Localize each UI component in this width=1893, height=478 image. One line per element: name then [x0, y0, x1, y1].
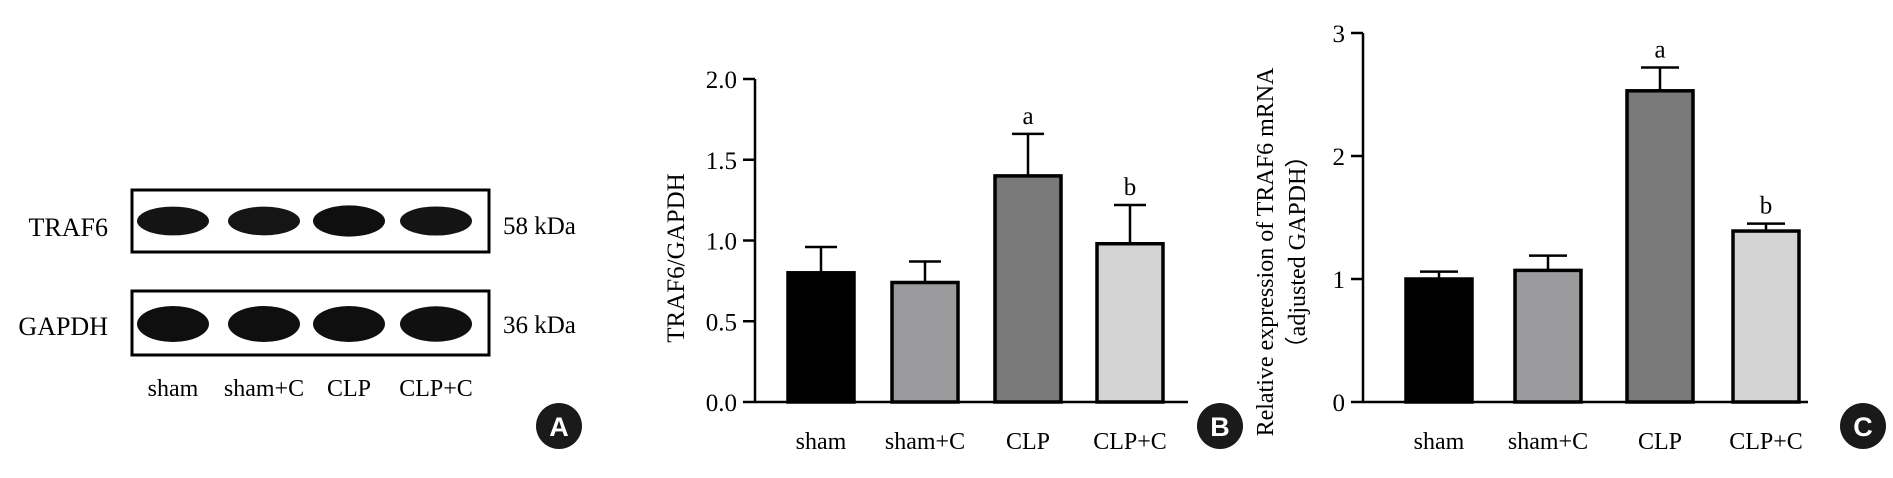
band-gapdh-sham-c: [228, 306, 300, 342]
panel-b-badge: [1197, 403, 1243, 449]
band-traf6-clp-c: [400, 206, 472, 236]
chart-b-x-label-sham-c: sham+C: [885, 429, 965, 455]
chart-b-bar-clp: [993, 174, 1063, 404]
chart-b-ylabel: TRAF6/GAPDH: [663, 173, 690, 342]
chart-b-y-tick-label: 2.0: [706, 67, 737, 94]
chart-b-x-label-sham: sham: [796, 429, 847, 455]
chart-c-annotation-clp: a: [1654, 36, 1665, 63]
lane-label-clp-c: CLP+C: [399, 376, 473, 402]
chart-b-annotations: ab: [1022, 103, 1136, 201]
band-gapdh-sham: [137, 306, 209, 342]
chart-c-bar-sham-c: [1513, 268, 1583, 404]
chart-b-x-label-clp-c: CLP+C: [1093, 429, 1167, 455]
chart-c-x-label-clp: CLP: [1638, 429, 1682, 455]
chart-b-y-ticks: 0.0 0.5 1.0 1.5 2.0: [706, 67, 755, 417]
lane-label-sham-c: sham+C: [224, 376, 304, 402]
chart-c-y-ticks: 0 1 2 3: [1333, 21, 1363, 417]
lane-label-clp: CLP: [327, 376, 371, 402]
panel-a-western-blot: TRAF6 58 kDa GAPDH 36 kDa sham sham+C CL…: [18, 188, 582, 449]
band-traf6-sham-c: [228, 206, 300, 236]
chart-b-bar-clp-c: [1095, 241, 1165, 404]
chart-c-annotations: ab: [1654, 36, 1772, 219]
chart-b-bars: [786, 132, 1165, 404]
chart-c-y-tick-label: 2: [1333, 144, 1346, 171]
panel-c-badge: [1840, 403, 1886, 449]
chart-c-bars: [1404, 66, 1801, 404]
bands-traf6: [137, 205, 472, 237]
band-gapdh-clp: [313, 306, 385, 342]
chart-c-y-tick-label: 3: [1333, 21, 1346, 48]
bands-gapdh: [137, 306, 472, 342]
chart-b-y-tick-label: 1.0: [706, 229, 737, 256]
band-label-gapdh: GAPDH: [18, 312, 108, 341]
chart-b-bar-sham: [786, 271, 856, 404]
chart-c-ylabel: Relative expression of TRAF6 mRNA: [1253, 67, 1279, 437]
chart-b-annotation-clp: a: [1022, 103, 1033, 130]
chart-b-y-tick-label: 0.0: [706, 390, 737, 417]
band-traf6-clp: [313, 205, 385, 237]
chart-c-bar-clp: [1625, 89, 1695, 404]
panel-c-chart: Relative expression of TRAF6 mRNA （adjus…: [1253, 21, 1886, 455]
panel-a-badge-letter: A: [549, 412, 569, 442]
chart-c-annotation-clp-c: b: [1760, 193, 1773, 220]
chart-c-ylabel-secondary: （adjusted GAPDH）: [1285, 144, 1311, 361]
chart-c-y-tick-label: 1: [1333, 267, 1346, 294]
panel-b-chart: TRAF6/GAPDH 0.00.51.01.52.0 ab sham sham+…: [663, 67, 1243, 455]
band-traf6-sham: [137, 206, 209, 236]
chart-b-y-tick-label: 1.5: [706, 148, 737, 175]
chart-b-x-label-clp: CLP: [1006, 429, 1050, 455]
chart-c-y-tick-label: 0: [1333, 390, 1346, 417]
chart-c-x-label-sham: sham: [1414, 429, 1465, 455]
chart-c-x-label-clp-c: CLP+C: [1729, 429, 1803, 455]
panel-c-badge-letter: C: [1853, 412, 1873, 442]
chart-b-annotation-clp-c: b: [1124, 174, 1137, 201]
panel-b-badge-letter: B: [1210, 412, 1230, 442]
chart-c-x-labels: sham sham+C CLP CLP+C: [1414, 429, 1803, 455]
band-kda-traf6: 58 kDa: [503, 213, 576, 240]
chart-c-bar-sham: [1404, 277, 1474, 404]
band-label-traf6: TRAF6: [29, 213, 108, 242]
panel-a-badge: [536, 403, 582, 449]
lane-label-sham: sham: [148, 376, 199, 402]
chart-b-y-tick-label: 0.5: [706, 309, 737, 336]
chart-b-x-labels: sham sham+C CLP CLP+C: [796, 429, 1167, 455]
band-gapdh-clp-c: [400, 306, 472, 342]
chart-c-x-label-sham-c: sham+C: [1508, 429, 1588, 455]
chart-c-bar-clp-c: [1731, 229, 1801, 404]
band-kda-gapdh: 36 kDa: [503, 312, 576, 339]
chart-b-bar-sham-c: [890, 280, 960, 404]
